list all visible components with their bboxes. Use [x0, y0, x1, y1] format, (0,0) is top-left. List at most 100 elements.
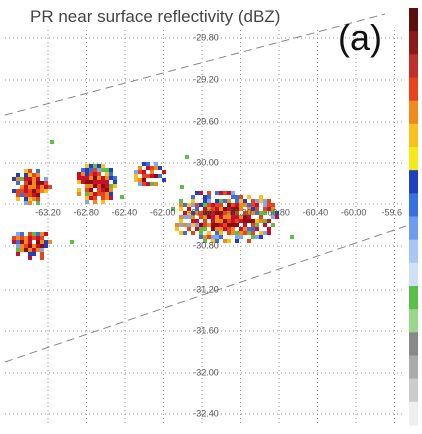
radar-pixel [154, 166, 158, 170]
radar-pixel [142, 174, 146, 178]
radar-pixel [215, 239, 219, 243]
radar-pixel [70, 240, 74, 244]
radar-pixel [158, 174, 162, 178]
radar-pixel [185, 155, 189, 159]
radar-pixel [77, 192, 81, 196]
radar-pixel [36, 240, 40, 244]
radar-pixel [247, 211, 251, 215]
radar-pixel [199, 227, 203, 231]
radar-pixel [231, 231, 235, 235]
radar-pixel [215, 191, 219, 195]
radar-pixel [89, 164, 93, 168]
radar-pixel [239, 203, 243, 207]
colorbar-segment [409, 216, 418, 241]
radar-pixel [259, 231, 263, 235]
radar-pixel [36, 197, 40, 201]
radar-pixel [247, 239, 251, 243]
radar-pixel [40, 256, 44, 260]
radar-pixel [231, 207, 235, 211]
radar-pixel [275, 215, 279, 219]
radar-pixel [191, 231, 195, 235]
radar-pixel [187, 223, 191, 227]
radar-pixel [219, 207, 223, 211]
radar-pixel [77, 188, 81, 192]
radar-pixel [235, 211, 239, 215]
radar-pixel [235, 219, 239, 223]
colorbar-segment [409, 54, 418, 78]
radar-pixel [85, 176, 89, 180]
radar-pixel [207, 191, 211, 195]
radar-pixel [97, 168, 101, 172]
longitude-label: -62.80 [73, 207, 99, 217]
swath-edge [4, 225, 407, 363]
radar-pixel [215, 223, 219, 227]
radar-pixel [162, 170, 166, 174]
radar-pixel [89, 192, 93, 196]
colorbar-segment [409, 378, 418, 403]
radar-pixel [235, 235, 239, 239]
radar-pixel [211, 215, 215, 219]
radar-pixel [32, 173, 36, 177]
radar-pixel [20, 189, 24, 193]
radar-pixel [44, 185, 48, 189]
radar-pixel [187, 203, 191, 207]
radar-pixel [138, 182, 142, 186]
radar-pixel [48, 185, 52, 189]
radar-pixel [227, 215, 231, 219]
radar-pixel [16, 189, 20, 193]
radar-pixel [85, 180, 89, 184]
radar-pixel [28, 181, 32, 185]
radar-pixel [36, 248, 40, 252]
radar-pixel [223, 191, 227, 195]
radar-pixel [85, 164, 89, 168]
latitude-label: -32.40 [193, 408, 219, 418]
radar-pixel [243, 199, 247, 203]
radar-pixel [36, 236, 40, 240]
radar-pixel [239, 215, 243, 219]
radar-pixel [243, 211, 247, 215]
radar-pixel [179, 223, 183, 227]
radar-pixel [219, 199, 223, 203]
radar-pixel [259, 199, 263, 203]
radar-pixel [247, 219, 251, 223]
radar-pixel [24, 169, 28, 173]
radar-pixel [203, 215, 207, 219]
radar-pixel [207, 215, 211, 219]
radar-pixel [150, 166, 154, 170]
radar-pixel [191, 195, 195, 199]
radar-pixel [85, 184, 89, 188]
radar-pixel [275, 211, 279, 215]
radar-pixel [101, 184, 105, 188]
radar-pixel [199, 215, 203, 219]
radar-pixel [105, 192, 109, 196]
radar-pixel [255, 235, 259, 239]
radar-pixel [215, 211, 219, 215]
radar-pixel [134, 174, 138, 178]
radar-pixel [267, 203, 271, 207]
latitude-label: -31.60 [193, 325, 219, 335]
radar-pixel [32, 252, 36, 256]
radar-pixel [101, 192, 105, 196]
radar-pixel [219, 219, 223, 223]
radar-pixel [243, 203, 247, 207]
radar-pixel [32, 189, 36, 193]
radar-pixel [231, 215, 235, 219]
radar-pixel [243, 223, 247, 227]
radar-pixel [162, 178, 166, 182]
radar-pixel [40, 189, 44, 193]
radar-pixel [215, 203, 219, 207]
radar-pixel [231, 219, 235, 223]
radar-pixel [28, 232, 32, 236]
radar-pixel [255, 219, 259, 223]
radar-pixel [239, 199, 243, 203]
coordinate-labels: -29.80 -29.20 -29.60 -30.00 -30.80 -31.20 -31.… [35, 32, 402, 418]
radar-pixel [93, 196, 97, 200]
radar-pixel [179, 207, 183, 211]
radar-pixel [227, 223, 231, 227]
radar-pixel [97, 176, 101, 180]
radar-pixel [120, 195, 124, 199]
radar-pixel [259, 195, 263, 199]
radar-pixel [89, 196, 93, 200]
radar-pixel [203, 211, 207, 215]
radar-pixel [175, 223, 179, 227]
